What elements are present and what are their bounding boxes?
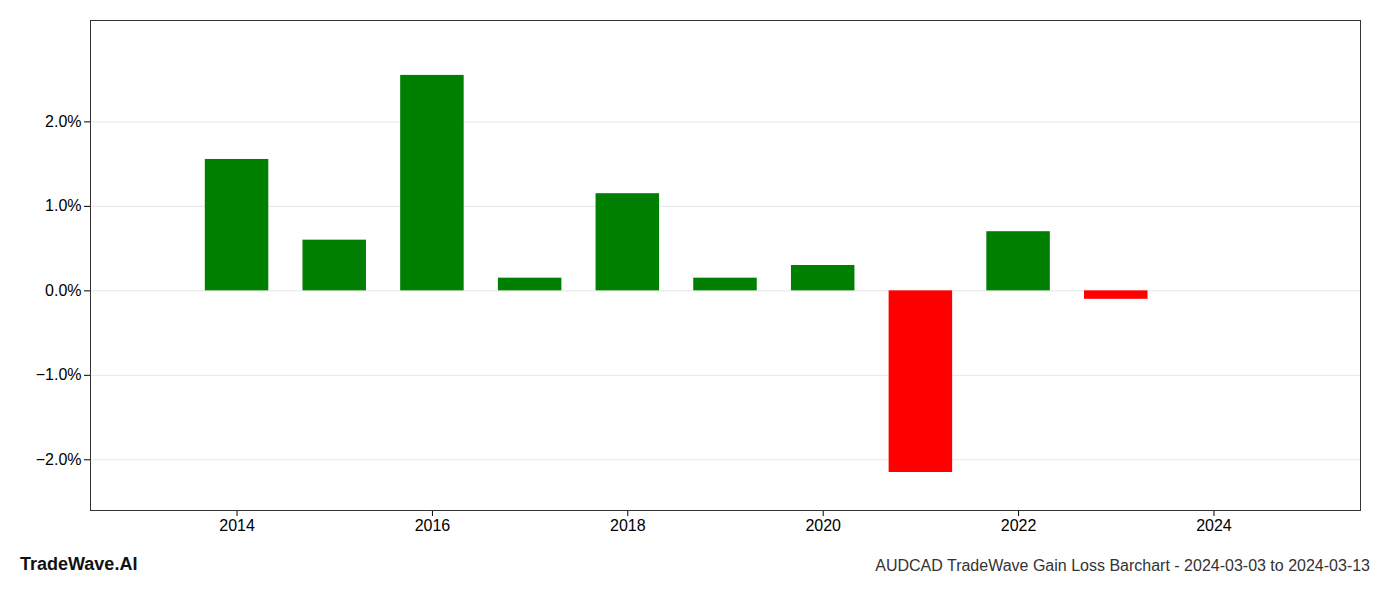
svg-text:0.0%: 0.0% [45, 282, 81, 299]
html-text:AUDCAD TradeWave Gain Loss Bar: AUDCAD TradeWave Gain Loss Barchart - 20… [875, 557, 1370, 574]
svg-text:2018: 2018 [610, 517, 646, 534]
svg-text:1.0%: 1.0% [45, 197, 81, 214]
html-text:TradeWave.AI: TradeWave.AI [20, 554, 138, 574]
svg-text:2014: 2014 [219, 517, 255, 534]
svg-text:2.0%: 2.0% [45, 113, 81, 130]
svg-text:2024: 2024 [1196, 517, 1232, 534]
svg-text:−2.0%: −2.0% [36, 451, 82, 468]
svg-text:−1.0%: −1.0% [36, 366, 82, 383]
svg-text:2016: 2016 [415, 517, 451, 534]
svg-text:2020: 2020 [805, 517, 841, 534]
svg-text:2022: 2022 [1001, 517, 1037, 534]
